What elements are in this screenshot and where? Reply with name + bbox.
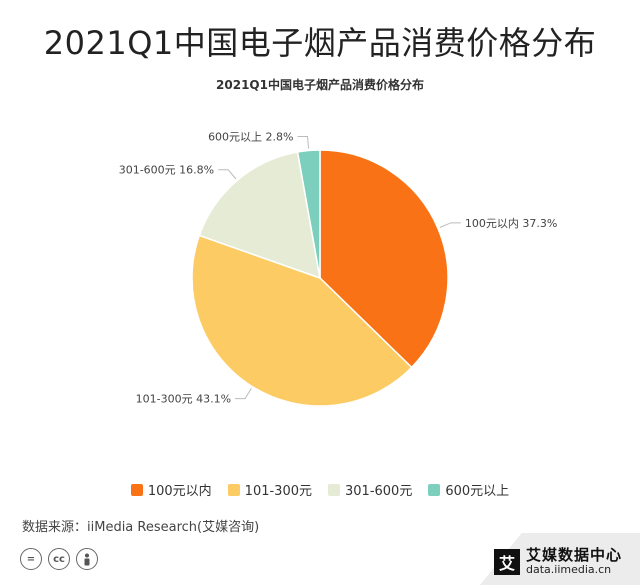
- brand-logo-mark: 艾: [493, 549, 520, 576]
- pie-slice-3: [296, 149, 321, 279]
- data-source: 数据来源：iiMedia Research(艾媒咨询): [22, 520, 260, 535]
- data-label-0: 100元以内 37.3%: [465, 216, 557, 230]
- legend-swatch: [428, 483, 441, 496]
- legend-swatch: [130, 483, 143, 496]
- page-title: 2021Q1中国电子烟产品消费价格分布: [43, 24, 597, 62]
- legend-item-0: 100元以内: [130, 480, 212, 499]
- data-label-1: 101-300元 43.1%: [136, 393, 231, 406]
- brand-name: 艾媒数据中心: [525, 546, 622, 565]
- legend-label: 600元以上: [445, 484, 510, 499]
- label-line-1: [235, 388, 252, 400]
- pie-slice-2: [198, 151, 321, 280]
- label-line-3: [297, 136, 310, 149]
- label-line-0: [439, 222, 461, 228]
- legend-swatch: [328, 483, 340, 496]
- legend-label: 100元以内: [147, 484, 212, 499]
- legend-item-3: 600元以上: [428, 480, 509, 499]
- legend-label: 101-300元: [244, 484, 312, 499]
- legend-swatch: [227, 483, 240, 496]
- data-label-2: 301-600元 16.8%: [119, 164, 214, 177]
- legend-label: 301-600元: [345, 484, 413, 499]
- chart-legend: 100元以内 101-300元 301-600元 600元以上: [0, 480, 640, 499]
- chart-title: 2021Q1中国电子烟产品消费价格分布: [216, 78, 424, 92]
- label-line-2: [218, 169, 237, 180]
- license-icons: = cc: [20, 548, 98, 570]
- pie-chart: 100元以内 37.3% 101-300元 43.1% 301-600元 16.8%…: [119, 131, 557, 407]
- legend-item-1: 101-300元: [227, 480, 312, 499]
- cc-icon: cc: [48, 548, 70, 570]
- pie-slice-0: [319, 149, 449, 369]
- data-label-3: 600元以上 2.8%: [208, 131, 293, 144]
- person-icon: [76, 548, 98, 570]
- equals-icon: =: [20, 548, 42, 570]
- brand-url: data.iimedia.cn: [525, 563, 612, 577]
- brand-logo: 艾 艾媒数据中心 data.iimedia.cn: [493, 546, 622, 577]
- legend-item-2: 301-600元: [328, 480, 412, 499]
- pie-slice-1: [191, 234, 413, 407]
